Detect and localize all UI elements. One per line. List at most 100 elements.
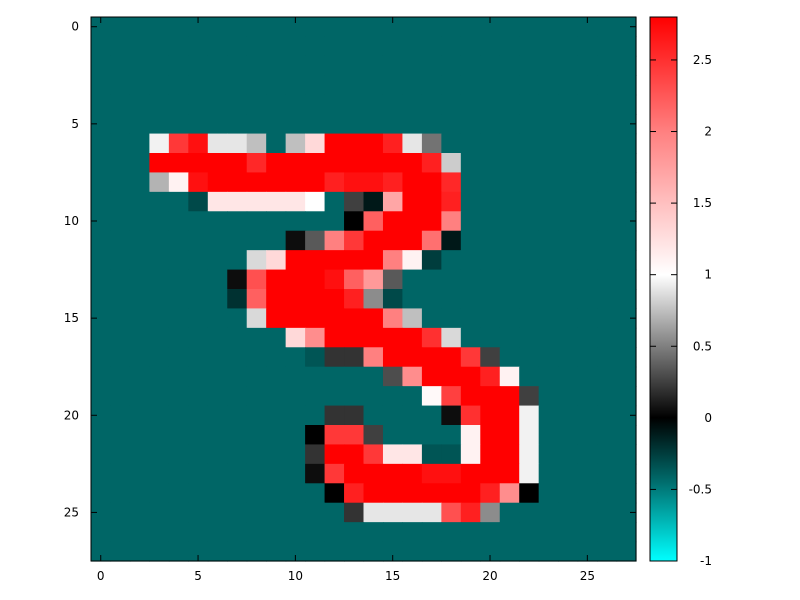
heatmap-cell <box>305 541 326 562</box>
heatmap-cell <box>344 366 365 387</box>
heatmap-cell <box>538 347 559 368</box>
heatmap-cell <box>382 522 404 543</box>
heatmap-cell <box>149 172 170 193</box>
heatmap-cell <box>499 94 520 115</box>
heatmap-cell <box>480 250 501 271</box>
heatmap-cell <box>363 36 384 57</box>
heatmap-cell <box>110 405 131 426</box>
heatmap-cell <box>519 327 540 348</box>
heatmap-cell <box>421 55 442 76</box>
heatmap-cell <box>363 327 384 348</box>
heatmap-cell <box>577 444 598 465</box>
heatmap-cell <box>460 502 481 523</box>
heatmap-cell <box>480 463 501 484</box>
heatmap-cell <box>597 308 618 329</box>
heatmap-cell <box>597 75 618 96</box>
heatmap-cell <box>480 289 501 310</box>
heatmap-cell <box>110 502 131 523</box>
heatmap-cell <box>421 269 442 290</box>
heatmap-cell <box>441 17 462 38</box>
heatmap-cell <box>421 405 442 426</box>
heatmap-cell <box>129 347 150 368</box>
heatmap-cell <box>168 289 189 310</box>
heatmap-cell <box>421 36 442 57</box>
heatmap-cell <box>129 425 150 446</box>
heatmap-cell <box>188 289 209 310</box>
heatmap-cell <box>246 425 267 446</box>
heatmap-cell <box>577 153 598 174</box>
heatmap-cell <box>480 425 501 446</box>
heatmap-cell <box>460 269 481 290</box>
heatmap-cell <box>305 75 326 96</box>
heatmap-cell <box>363 94 384 115</box>
heatmap-cell <box>324 230 345 251</box>
heatmap-cell <box>421 483 442 504</box>
heatmap-cell <box>227 541 248 562</box>
heatmap-cell <box>344 386 365 407</box>
heatmap-cell <box>246 463 267 484</box>
heatmap-cell <box>246 17 267 38</box>
heatmap-cell <box>266 269 287 290</box>
heatmap-cell <box>324 153 345 174</box>
heatmap-cell <box>597 425 618 446</box>
heatmap-cell <box>480 444 501 465</box>
heatmap-cell <box>168 55 189 76</box>
heatmap-cell <box>227 308 248 329</box>
heatmap-cell <box>344 94 365 115</box>
heatmap-cell <box>558 211 579 232</box>
heatmap-cell <box>441 75 462 96</box>
x-tick-label: 0 <box>97 569 105 583</box>
heatmap-cell <box>519 172 540 193</box>
heatmap-cell <box>305 366 326 387</box>
heatmap-cell <box>227 94 248 115</box>
heatmap-cell <box>207 211 228 232</box>
heatmap-cell <box>149 55 170 76</box>
heatmap-cell <box>91 250 112 271</box>
heatmap-cell <box>480 153 501 174</box>
heatmap-cell <box>363 269 384 290</box>
heatmap-cell <box>129 444 150 465</box>
heatmap-cell <box>519 55 540 76</box>
heatmap-cell <box>480 172 501 193</box>
heatmap-cell <box>246 347 267 368</box>
heatmap-cell <box>246 541 267 562</box>
heatmap-cell <box>519 75 540 96</box>
heatmap-cell <box>324 522 345 543</box>
heatmap-cell <box>168 541 189 562</box>
heatmap-cell <box>168 172 189 193</box>
heatmap-cell <box>597 94 618 115</box>
heatmap-cell <box>499 502 520 523</box>
heatmap-cell <box>402 327 423 348</box>
heatmap-cell <box>519 405 540 426</box>
heatmap-cell <box>207 386 228 407</box>
heatmap-cell <box>266 114 287 135</box>
heatmap-cell <box>382 444 404 465</box>
heatmap-cell <box>402 483 423 504</box>
heatmap-cell <box>597 269 618 290</box>
heatmap-cell <box>324 483 345 504</box>
heatmap-cell <box>421 153 442 174</box>
heatmap-cell <box>285 308 306 329</box>
heatmap-cell <box>382 541 404 562</box>
heatmap-cell <box>421 191 442 212</box>
heatmap-cell <box>227 522 248 543</box>
heatmap-cell <box>538 483 559 504</box>
heatmap-cell <box>499 425 520 446</box>
heatmap-cell <box>168 94 189 115</box>
heatmap-cell <box>266 483 287 504</box>
heatmap-cell <box>324 386 345 407</box>
heatmap-cell <box>421 133 442 154</box>
heatmap-cell <box>246 211 267 232</box>
heatmap-cell <box>558 191 579 212</box>
heatmap-cell <box>402 191 423 212</box>
heatmap-cell <box>168 366 189 387</box>
heatmap-cell <box>266 289 287 310</box>
heatmap-cell <box>558 55 579 76</box>
heatmap-cell <box>149 153 170 174</box>
heatmap-cell <box>246 114 267 135</box>
heatmap-cell <box>382 211 404 232</box>
heatmap-cell <box>382 36 404 57</box>
heatmap-cell <box>558 502 579 523</box>
heatmap-cell <box>616 522 637 543</box>
heatmap-cell <box>616 269 637 290</box>
